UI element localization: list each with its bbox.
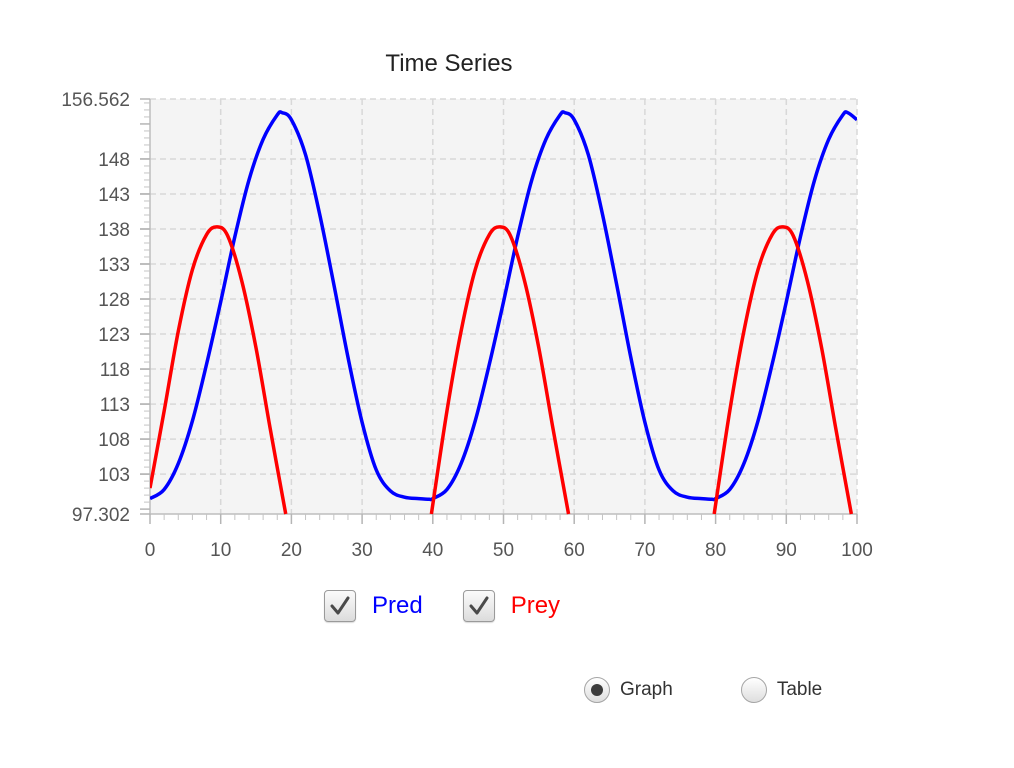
y-tick-label: 108 bbox=[98, 430, 130, 451]
y-tick-label: 133 bbox=[98, 255, 130, 276]
series-line-prey bbox=[150, 225, 288, 515]
table-label: Table bbox=[776, 679, 823, 700]
checkmark-icon bbox=[469, 596, 489, 615]
y-tick-label: 148 bbox=[98, 150, 130, 171]
series-line-pred bbox=[150, 110, 857, 502]
series-line-prey bbox=[429, 225, 571, 515]
y-tick-label: 143 bbox=[98, 185, 130, 206]
x-tick-label: 100 bbox=[841, 540, 873, 561]
prey-checkbox[interactable] bbox=[462, 590, 495, 622]
y-tick-label: 118 bbox=[100, 360, 130, 381]
y-tick-label: 128 bbox=[98, 290, 130, 311]
chart-title: Time Series bbox=[385, 50, 512, 77]
y-tick-label: 156.562 bbox=[61, 90, 130, 111]
series-line-prey bbox=[712, 225, 854, 515]
y-tick-label: 113 bbox=[100, 395, 130, 416]
x-tick-label: 90 bbox=[776, 540, 797, 561]
x-tick-label: 10 bbox=[210, 540, 231, 561]
pred-checkbox[interactable] bbox=[324, 590, 356, 622]
x-tick-label: 60 bbox=[564, 540, 585, 561]
graph-radio[interactable] bbox=[584, 677, 610, 703]
checkmark-icon bbox=[330, 596, 350, 615]
graph-option[interactable]: Graph bbox=[584, 677, 673, 703]
legend-item-pred[interactable]: Pred bbox=[324, 590, 423, 622]
x-tick-label: 80 bbox=[705, 540, 726, 561]
series-layer bbox=[150, 110, 857, 515]
x-tick-label: 30 bbox=[352, 540, 373, 561]
x-tick-label: 40 bbox=[422, 540, 443, 561]
y-tick-label: 123 bbox=[98, 325, 130, 346]
axes: 0 10 20 30 40 50 60 70 80 90 100 97.302 103 108 113 118… bbox=[61, 90, 873, 561]
pred-label: Pred bbox=[372, 592, 423, 619]
y-tick-label: 103 bbox=[98, 465, 130, 486]
x-tick-label: 50 bbox=[493, 540, 514, 561]
y-tick-label: 138 bbox=[98, 220, 130, 241]
x-tick-label: 70 bbox=[634, 540, 655, 561]
table-option[interactable]: Table bbox=[740, 677, 823, 703]
time-series-chart: Time Series 0 10 20 30 40 50 60 70 80 90 100 97.302… bbox=[61, 50, 873, 561]
y-tick-label: 97.302 bbox=[72, 505, 130, 526]
legend-item-prey[interactable]: Prey bbox=[462, 590, 561, 622]
graph-label: Graph bbox=[620, 679, 673, 700]
series-legend: Pred Prey bbox=[324, 590, 600, 622]
view-mode-selector: Graph Table bbox=[584, 677, 822, 703]
x-tick-label: 20 bbox=[281, 540, 302, 561]
x-tick-label: 0 bbox=[145, 540, 156, 561]
table-radio[interactable] bbox=[740, 677, 767, 703]
prey-label: Prey bbox=[510, 592, 561, 619]
